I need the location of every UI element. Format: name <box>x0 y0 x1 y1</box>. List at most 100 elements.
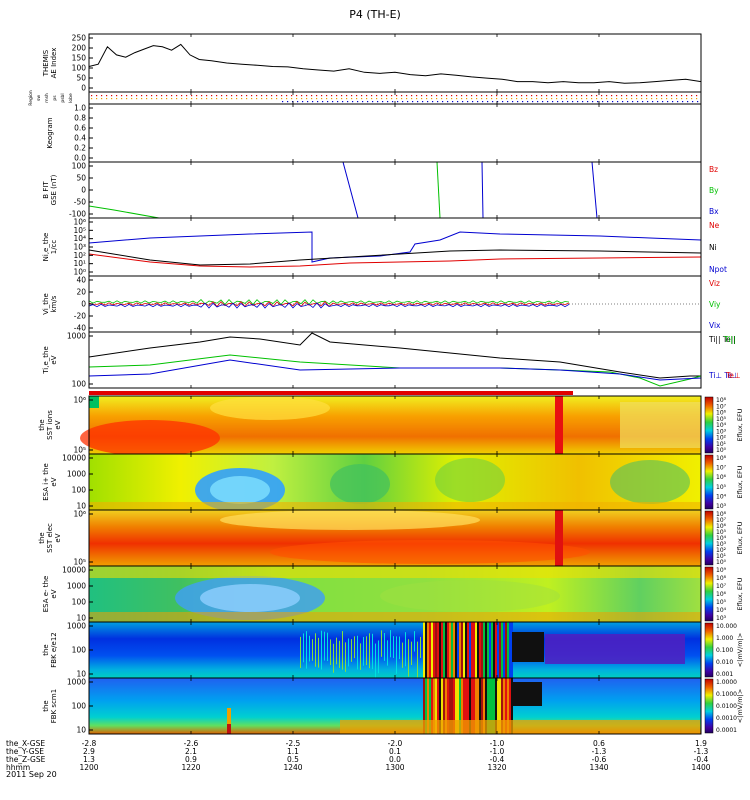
fbk-e-stripe <box>315 633 316 667</box>
region-dot <box>616 98 618 100</box>
colorbar-tick-esa_elec: 10⁹ <box>716 567 727 574</box>
region-dot <box>181 98 183 100</box>
fbk-b-burst <box>445 678 447 734</box>
region-dot <box>591 98 593 100</box>
region-dot <box>231 98 233 100</box>
fbk-b-spike-low <box>227 724 231 734</box>
panel-frame-density <box>88 217 702 277</box>
region-dot <box>686 98 688 100</box>
region-dot <box>381 98 383 100</box>
region-dot <box>291 95 293 97</box>
region-dot <box>491 98 493 100</box>
fbk-b-dark <box>512 682 542 706</box>
region-dot <box>226 98 228 100</box>
fbk-b-burst <box>467 678 469 734</box>
fbk-e-stripe <box>354 636 355 659</box>
region-dot <box>666 95 668 97</box>
region-dot <box>486 98 488 100</box>
esa-ions-low <box>89 502 701 510</box>
ytick-label-bfit: 50 <box>76 174 86 183</box>
xaxis-value: 1200 <box>79 763 98 772</box>
xaxis-value: -2.8 <box>82 739 97 748</box>
fbk-b-spike <box>227 708 231 734</box>
colorbar-tick-esa_elec: 10³ <box>716 615 727 622</box>
sst-ions-edge <box>89 396 99 408</box>
fbk-e-purple <box>545 634 685 664</box>
region-dot <box>347 101 349 103</box>
region-dot <box>342 101 344 103</box>
ytick-label-ae: 100 <box>72 64 87 73</box>
region-dot <box>431 98 433 100</box>
ytick-label-sst_elec: 10⁵ <box>73 558 86 567</box>
region-dot <box>216 95 218 97</box>
fbk-e-burst <box>437 622 439 678</box>
colorbar-esa_elec <box>704 566 714 622</box>
fbk-e-burst <box>431 622 433 678</box>
region-dot <box>226 95 228 97</box>
region-dot <box>421 95 423 97</box>
region-dot <box>236 95 238 97</box>
ytick-label-esa_ions: 1000 <box>67 470 86 479</box>
region-dot <box>241 98 243 100</box>
region-dot <box>481 98 483 100</box>
region-dot <box>301 98 303 100</box>
fbk-e-burst <box>507 622 509 678</box>
fbk-e-stripe <box>381 630 382 657</box>
fbk-e-burst <box>445 622 447 678</box>
fbk-e-stripe <box>360 643 361 670</box>
fbk-e-stripe <box>417 641 418 679</box>
region-dot <box>682 101 684 103</box>
ytick-label-temp: 100 <box>72 380 87 389</box>
ytick-label-sst_elec: 10⁶ <box>73 510 86 519</box>
region-dot <box>337 101 339 103</box>
ytick-label-keogram: 1.0 <box>74 104 86 113</box>
ylabel-bfit: GSE (nT) <box>50 174 58 205</box>
colorbar-tick-fbk_e: 1.000 <box>716 635 733 642</box>
colorbar-tick-sst_ions: 10⁶ <box>716 410 727 417</box>
region-dot <box>96 95 98 97</box>
region-dot <box>452 101 454 103</box>
fbk-b-burst <box>441 678 443 734</box>
fbk-e-burst <box>473 622 475 678</box>
ylabel-fbk_e: the <box>42 644 50 656</box>
region-dot <box>676 98 678 100</box>
velocity-series-line <box>88 298 570 306</box>
fbk-b-burst <box>497 678 499 734</box>
ylabel-esa_ions: ESA i+ the <box>42 463 50 501</box>
fbk-b-burst <box>461 678 463 734</box>
region-dot <box>316 95 318 97</box>
region-dot <box>577 101 579 103</box>
colorbar-esa_ions <box>704 454 714 510</box>
region-dot <box>297 101 299 103</box>
region-dot <box>617 101 619 103</box>
region-dot <box>526 98 528 100</box>
region-dot <box>291 98 293 100</box>
region-dot <box>607 101 609 103</box>
region-dot <box>496 95 498 97</box>
region-dot <box>357 101 359 103</box>
region-dot <box>462 101 464 103</box>
panel-frame-temp <box>88 331 702 389</box>
colorbar-tick-fbk_e: 0.100 <box>716 647 733 654</box>
region-dot <box>306 95 308 97</box>
ytick-label-density: 10⁵ <box>73 226 86 235</box>
region-dot <box>432 101 434 103</box>
xaxis-value: 1.3 <box>83 755 95 764</box>
region-dot <box>416 95 418 97</box>
fbk-b-burst <box>435 678 437 734</box>
ytick-label-sst_ions: 10⁶ <box>73 396 86 405</box>
region-dot <box>116 95 118 97</box>
region-dot <box>181 95 183 97</box>
ytick-label-esa_elec: 1000 <box>67 582 86 591</box>
ytick-label-velocity: -20 <box>74 312 86 321</box>
region-dot <box>136 95 138 97</box>
legend-velocity: Viz <box>709 279 720 288</box>
eclipse-bar <box>89 391 573 395</box>
fbk-e-stripe <box>333 643 334 673</box>
fbk-b-burst <box>475 678 477 734</box>
ylabel-keogram: Keogram <box>46 117 54 148</box>
region-dot <box>427 101 429 103</box>
region-dot <box>691 98 693 100</box>
region-dot <box>436 98 438 100</box>
region-dot <box>546 98 548 100</box>
